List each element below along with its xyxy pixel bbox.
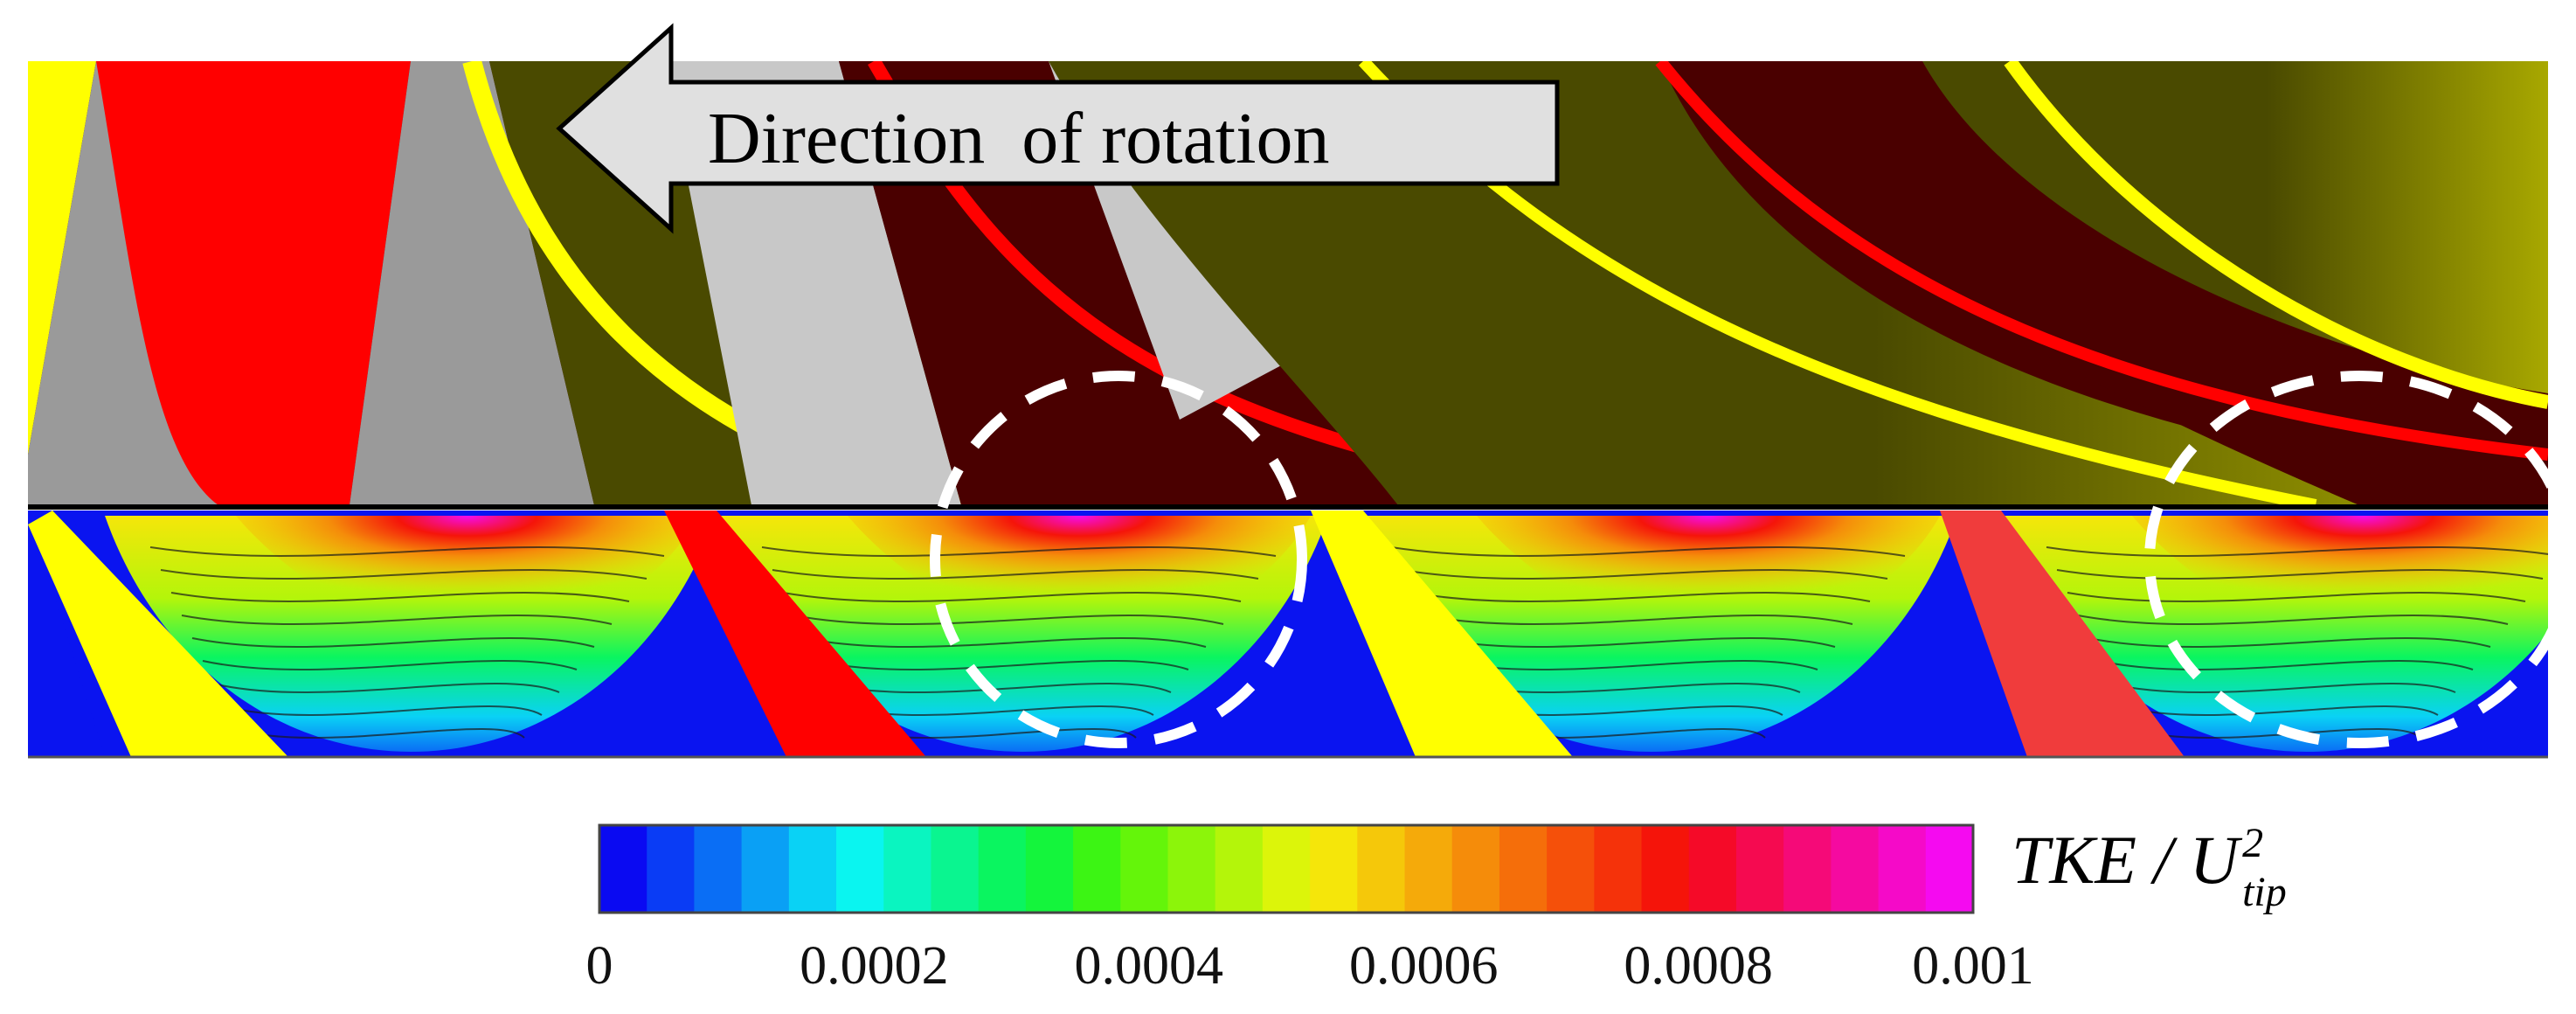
blade-section-yellow: [28, 510, 288, 757]
colorbar: 0 0.0002 0.0004 0.0006 0.0008 0.001 TKE / U2 t…: [586, 820, 2287, 996]
contour-line: [824, 683, 1172, 693]
contour-line: [761, 546, 1277, 557]
contour-line: [793, 615, 1224, 625]
high-tke-zone: [1477, 516, 1940, 650]
colorbar-swatch: [1783, 825, 1832, 913]
colorbar-label-sup: 2: [2242, 820, 2263, 866]
colorbar-swatch: [741, 825, 790, 913]
colorbar-swatches: [599, 825, 1974, 913]
colorbar-label: TKE / U2 tip: [2012, 820, 2287, 915]
colorbar-label-sub: tip: [2242, 869, 2287, 915]
blade-section-yellow-2: [1311, 510, 1573, 757]
colorbar-swatch: [978, 825, 1027, 913]
colorbar-tick-label: 0.001: [1912, 936, 2034, 996]
contour-line: [149, 546, 665, 557]
contour-line: [2077, 615, 2509, 625]
contour-line: [814, 660, 1189, 670]
colorbar-tick-label: 0.0008: [1624, 936, 1773, 996]
direction-arrow: Direction of rotation: [556, 23, 1560, 234]
colorbar-swatch: [1499, 825, 1548, 913]
contour-line: [2109, 683, 2456, 693]
colorbar-swatch: [1073, 825, 1122, 913]
contour-line: [1422, 615, 1853, 625]
colorbar-swatch: [1167, 825, 1216, 913]
contour-line: [803, 637, 1207, 648]
red-blade: [96, 61, 411, 505]
colorbar-swatch: [1547, 825, 1596, 913]
colorbar-tick-label: 0.0006: [1349, 936, 1499, 996]
contour-line: [202, 660, 578, 670]
tke-contour-view: [28, 510, 2548, 757]
contour-line: [233, 728, 525, 739]
high-tke-zone: [848, 516, 1311, 650]
contour-line: [181, 615, 613, 625]
colorbar-swatch: [1262, 825, 1311, 913]
colorbar-swatch: [1120, 825, 1169, 913]
highlight-circle-left: [930, 371, 1307, 748]
contour-line: [191, 637, 595, 648]
gray-blade: [350, 61, 594, 505]
maroon-blade: [1660, 61, 2548, 505]
colorbar-swatch: [1688, 825, 1737, 913]
contour-line: [2119, 705, 2439, 716]
colorbar-frame: [598, 823, 1975, 914]
contour-line: [160, 569, 647, 580]
contour-line: [2098, 660, 2474, 670]
high-tke-zone: [236, 516, 699, 650]
colorbar-swatch: [788, 825, 837, 913]
colorbar-swatch: [1357, 825, 1406, 913]
contour-line: [782, 592, 1242, 602]
contour-line: [772, 569, 1259, 580]
contour-line: [1432, 637, 1836, 648]
colorbar-swatch: [599, 825, 648, 913]
colorbar-tick-label: 0.0004: [1075, 936, 1224, 996]
yellow-edge-3: [2004, 61, 2548, 409]
contour-line: [2056, 569, 2544, 580]
arrow-label: Direction of rotation: [708, 98, 1329, 179]
colorbar-swatch: [1641, 825, 1690, 913]
colorbar-swatch: [1451, 825, 1500, 913]
colorbar-swatch: [883, 825, 932, 913]
colorbar-tick-label: 0: [586, 936, 613, 996]
contour-line: [2088, 637, 2491, 648]
arrow-shape: [556, 23, 1560, 234]
contour-line: [212, 683, 560, 693]
colorbar-tick-label: 0.0002: [800, 936, 949, 996]
blade-section-red-2: [1940, 510, 2185, 757]
contour-line: [2046, 546, 2548, 557]
colorbar-swatch: [1404, 825, 1453, 913]
colorbar-label-main: TKE / U: [2012, 822, 2243, 898]
contour-line: [1401, 569, 1888, 580]
colorbar-swatch: [836, 825, 885, 913]
colorbar-swatch: [1831, 825, 1880, 913]
colorbar-ticks: 0 0.0002 0.0004 0.0006 0.0008 0.001: [586, 936, 2034, 996]
colorbar-swatch: [1594, 825, 1643, 913]
colorbar-swatch: [1925, 825, 1974, 913]
highlight-circle-right: [2144, 371, 2574, 748]
colorbar-swatch: [694, 825, 743, 913]
contour-line: [1390, 546, 1906, 557]
colorbar-swatch: [1215, 825, 1264, 913]
contour-line: [170, 592, 630, 602]
red-edge-2: [1655, 61, 2548, 461]
contour-line: [223, 705, 543, 716]
contour-line: [2067, 592, 2526, 602]
colorbar-swatch: [931, 825, 980, 913]
colorbar-swatch: [1025, 825, 1074, 913]
colorbar-swatch: [1735, 825, 1784, 913]
colorbar-swatch: [1878, 825, 1927, 913]
blade-section-red: [664, 510, 926, 757]
contour-line: [1411, 592, 1871, 602]
colorbar-swatch: [1310, 825, 1359, 913]
colorbar-swatch: [647, 825, 696, 913]
